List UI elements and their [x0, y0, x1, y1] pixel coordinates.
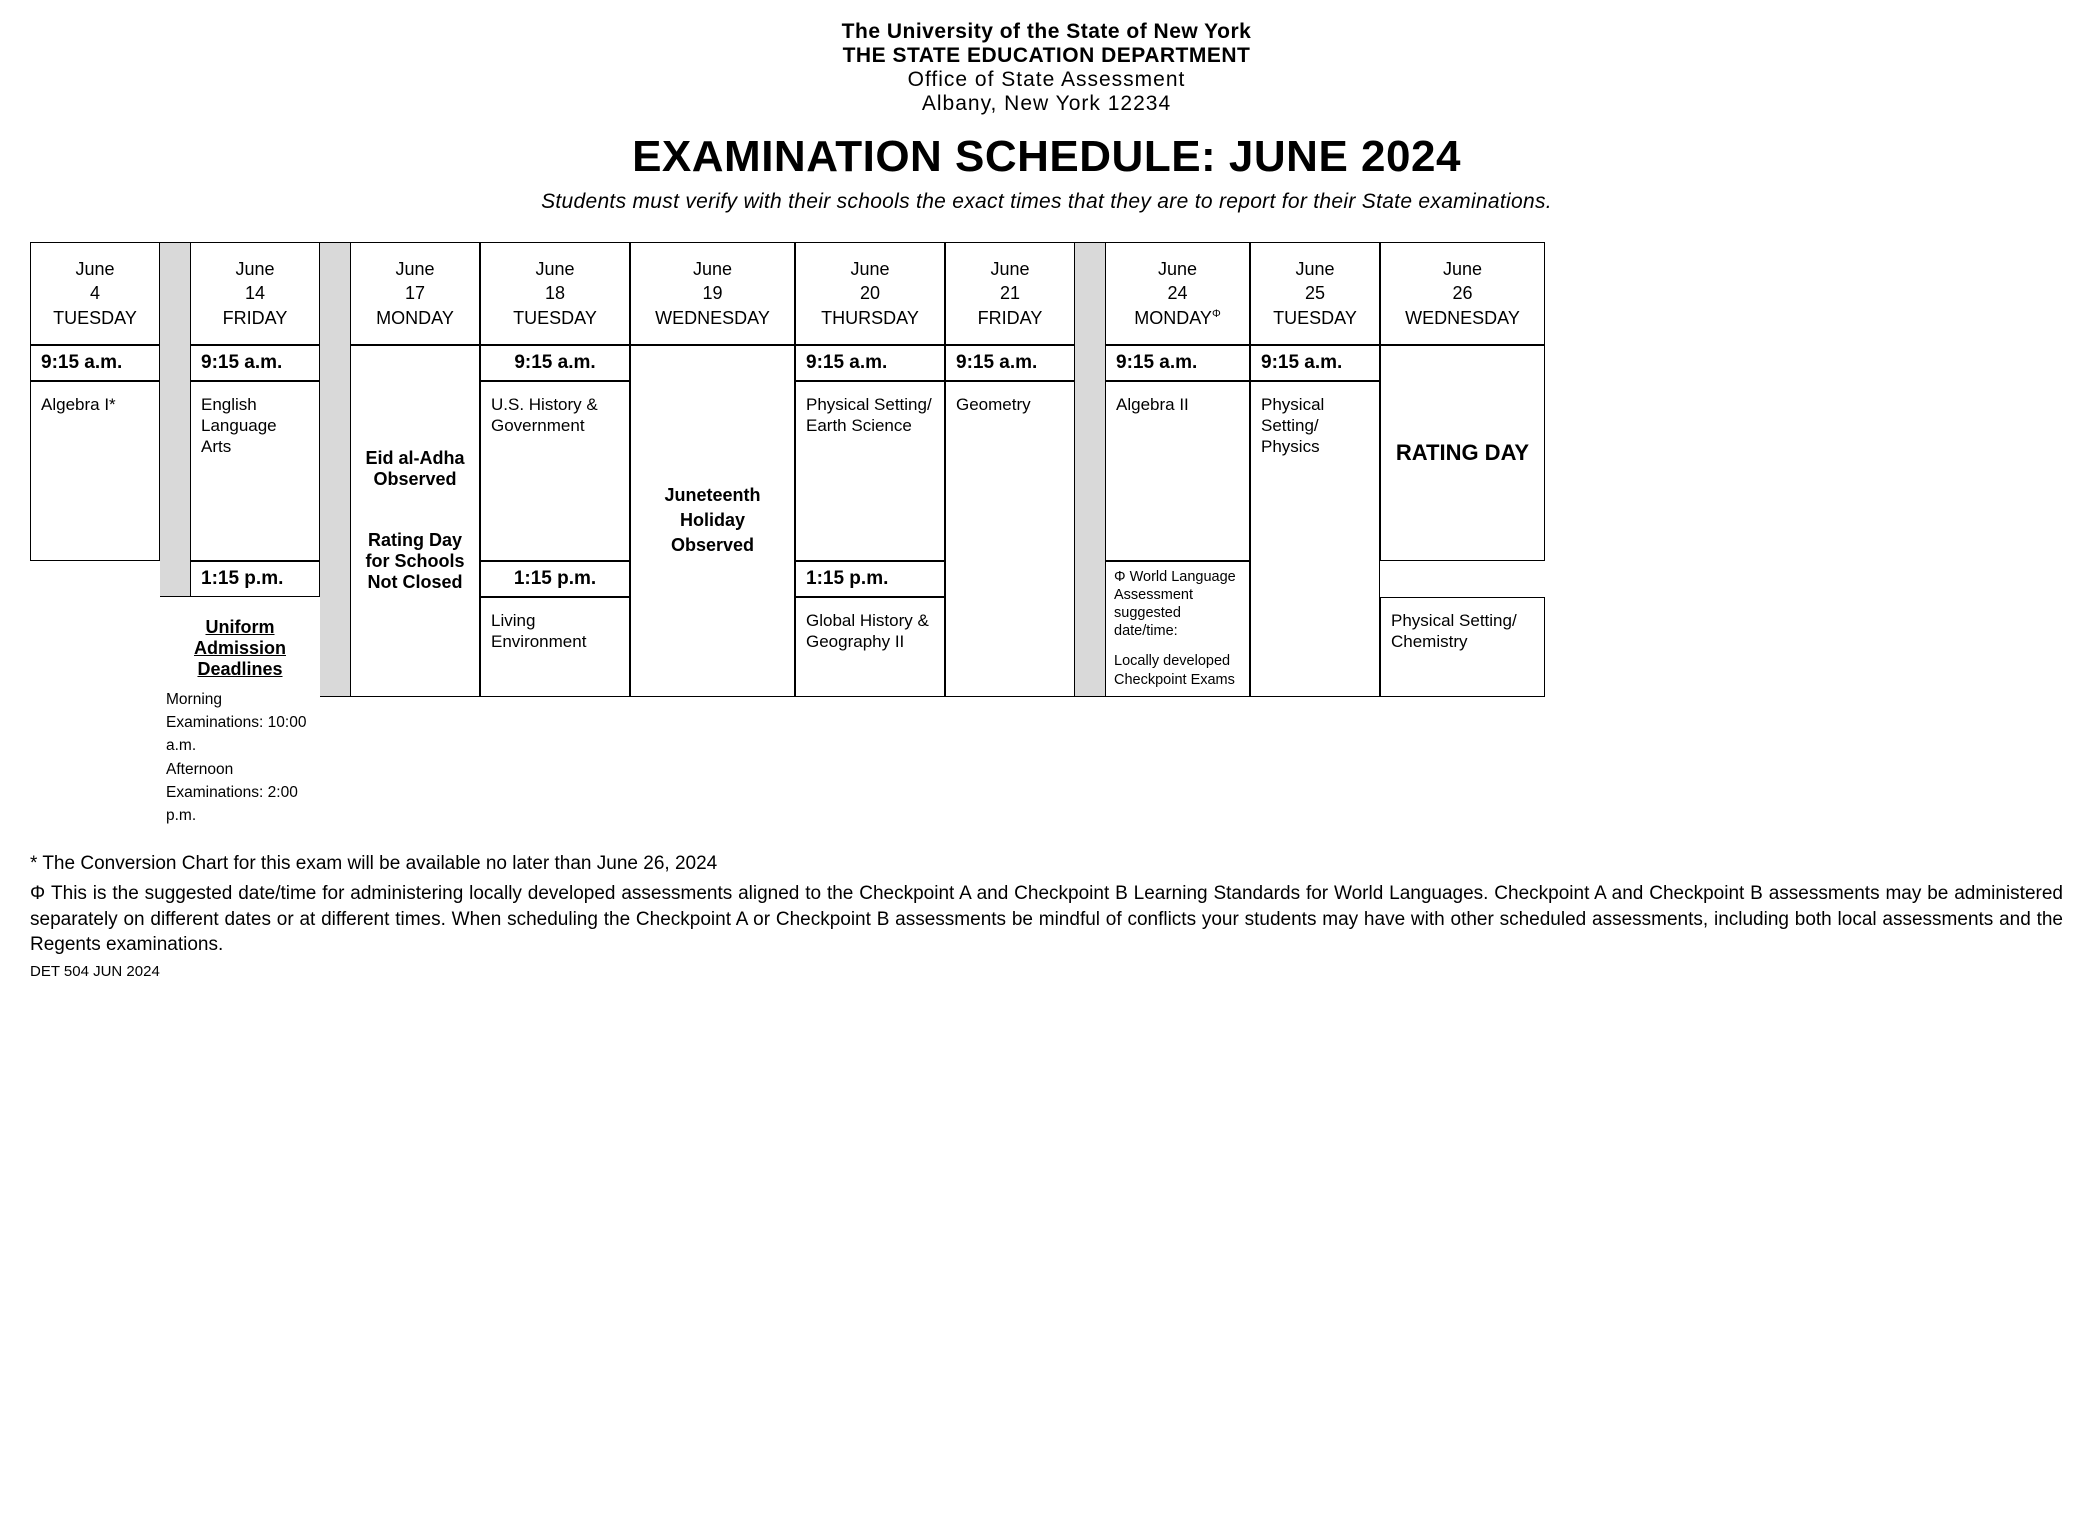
jun26-body: RATING DAY — [1380, 345, 1545, 561]
time-am-jun24: 9:15 a.m. — [1105, 345, 1250, 381]
page-subtitle: Students must verify with their schools … — [30, 190, 2063, 214]
time-am-jun21: 9:15 a.m. — [945, 345, 1075, 381]
header-address: Albany, New York 12234 — [30, 92, 2063, 116]
spacer-col — [320, 242, 350, 697]
time-pm-jun18: 1:15 p.m. — [480, 561, 630, 597]
rating-day: RATING DAY — [1396, 439, 1529, 468]
date-header-jun19: June 19 WEDNESDAY — [630, 242, 795, 345]
juneteenth-observed: Juneteenth Holiday Observed — [641, 483, 784, 559]
spacer-col — [160, 242, 190, 597]
phi-symbol: Φ — [1212, 308, 1221, 320]
footnote-phi: Φ This is the suggested date/time for ad… — [30, 881, 2063, 958]
checkpoint-note: Locally developed Checkpoint Exams — [1114, 652, 1241, 688]
uad-block: Uniform Admission Deadlines Morning Exam… — [160, 597, 320, 834]
eid-observed: Eid al-Adha Observed — [359, 448, 471, 490]
exam-name: English Language Arts — [201, 388, 309, 458]
header-office: Office of State Assessment — [30, 68, 2063, 92]
exam-jun18-pm: Global History & Geography II — [795, 597, 945, 697]
exam-name: Algebra II — [1116, 388, 1239, 415]
spacer-col — [1075, 242, 1105, 697]
exam-name: Algebra I* — [41, 388, 149, 415]
date-header-jun14: June 14 FRIDAY — [190, 242, 320, 345]
exam-jun21-am: Geometry — [945, 381, 1075, 697]
document-id: DET 504 JUN 2024 — [30, 962, 2063, 982]
exam-jun4-am: Algebra I* — [30, 381, 160, 561]
uad-title: Uniform Admission Deadlines — [166, 617, 314, 680]
exam-name: Global History & Geography II — [806, 604, 934, 653]
exam-jun14-am: English Language Arts — [190, 381, 320, 561]
page-title: EXAMINATION SCHEDULE: JUNE 2024 — [30, 132, 2063, 182]
date-header-jun21: June 21 FRIDAY — [945, 242, 1075, 345]
time-am-jun4: 9:15 a.m. — [30, 345, 160, 381]
exam-name: Living Environment — [491, 604, 619, 653]
document-header: The University of the State of New York … — [30, 20, 2063, 116]
world-lang-note: Φ World Language Assessment suggested da… — [1114, 568, 1241, 641]
time-am-jun25: 9:15 a.m. — [1250, 345, 1380, 381]
date-header-jun17: June 17 MONDAY — [350, 242, 480, 345]
exam-jun14-pm: Living Environment — [480, 597, 630, 697]
date-header-jun20: June 20 THURSDAY — [795, 242, 945, 345]
header-department: THE STATE EDUCATION DEPARTMENT — [30, 44, 2063, 68]
schedule-table: June 4 TUESDAY June 14 FRIDAY June 17 MO… — [30, 242, 2063, 833]
uad-morning: Morning Examinations: 10:00 a.m. — [166, 688, 314, 758]
exam-name: U.S. History & Government — [491, 388, 619, 437]
footnote-asterisk: * The Conversion Chart for this exam wil… — [30, 851, 2063, 877]
exam-name: Physical Setting/ Physics — [1261, 388, 1369, 458]
date-header-jun26: June 26 WEDNESDAY — [1380, 242, 1545, 345]
exam-name: Geometry — [956, 388, 1064, 415]
exam-name: Physical Setting/ Earth Science — [806, 388, 934, 437]
header-university: The University of the State of New York — [30, 20, 2063, 44]
time-am-jun20: 9:15 a.m. — [795, 345, 945, 381]
date-header-jun25: June 25 TUESDAY — [1250, 242, 1380, 345]
date-header-jun18: June 18 TUESDAY — [480, 242, 630, 345]
jun17-body: Eid al-Adha Observed Rating Day for Scho… — [350, 345, 480, 697]
time-am-jun18: 9:15 a.m. — [480, 345, 630, 381]
time-pm-jun20: 1:15 p.m. — [795, 561, 945, 597]
footnotes: * The Conversion Chart for this exam wil… — [30, 851, 2063, 982]
exam-jun20-pm: Physical Setting/ Chemistry — [1380, 597, 1545, 697]
exam-jun20-am: Physical Setting/ Earth Science — [795, 381, 945, 561]
empty-jun4-pm — [30, 561, 160, 697]
exam-name: Physical Setting/ Chemistry — [1391, 604, 1534, 653]
time-pm-jun14: 1:15 p.m. — [190, 561, 320, 597]
date-text: June 24 MONDAY — [1134, 259, 1212, 328]
exam-jun18-am: U.S. History & Government — [480, 381, 630, 561]
jun19-body: Juneteenth Holiday Observed — [630, 345, 795, 697]
exam-jun24-am: Algebra II — [1105, 381, 1250, 561]
exam-jun25-am: Physical Setting/ Physics — [1250, 381, 1380, 697]
rating-day-not-closed: Rating Day for Schools Not Closed — [359, 530, 471, 593]
uad-afternoon: Afternoon Examinations: 2:00 p.m. — [166, 758, 314, 828]
date-header-jun24: June 24 MONDAYΦ — [1105, 242, 1250, 345]
time-am-jun14: 9:15 a.m. — [190, 345, 320, 381]
date-header-jun4: June 4 TUESDAY — [30, 242, 160, 345]
jun24-note: Φ World Language Assessment suggested da… — [1105, 561, 1250, 697]
